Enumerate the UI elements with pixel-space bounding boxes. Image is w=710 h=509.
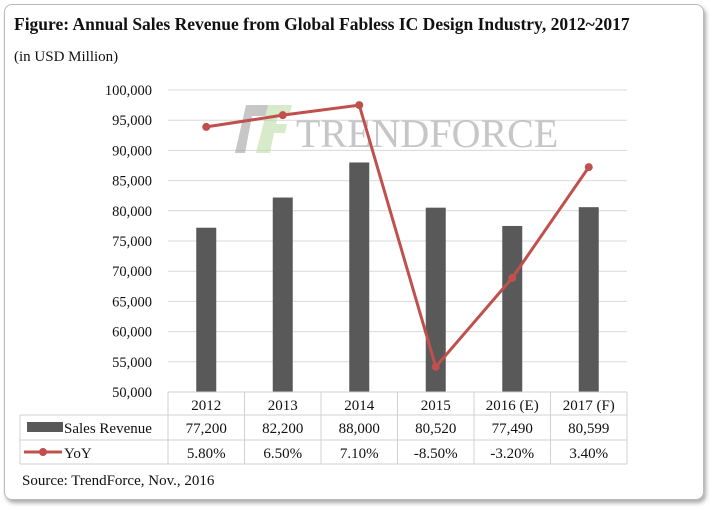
y-tick-label: 55,000: [112, 355, 152, 371]
yoy-point-2012: [202, 122, 211, 131]
yoy-point-2017 (F): [584, 163, 593, 172]
y-tick-label: 70,000: [112, 264, 152, 280]
sales-revenue-cell: 77,490: [492, 421, 533, 437]
yoy-cell: -3.20%: [490, 446, 534, 462]
x-category-label: 2015: [421, 398, 451, 414]
chart-title: Figure: Annual Sales Revenue from Global…: [14, 14, 630, 34]
bar-2013: [272, 197, 293, 392]
yoy-cell: -8.50%: [414, 446, 458, 462]
sales-revenue-cell: 77,200: [186, 421, 227, 437]
yoy-cell: 7.10%: [340, 446, 379, 462]
sales-revenue-cell: 82,200: [262, 421, 303, 437]
bar-2014: [349, 162, 370, 392]
yoy-point-2014: [355, 101, 364, 110]
sales-revenue-cell: 80,520: [415, 421, 456, 437]
x-category-label: 2012: [191, 398, 221, 414]
bar-2012: [196, 227, 217, 392]
y-tick-label: 100,000: [105, 83, 152, 99]
sales-revenue-cell: 88,000: [339, 421, 380, 437]
svg-text:TRENDFORCE: TRENDFORCE: [296, 111, 558, 156]
yoy-point-2013: [278, 111, 287, 120]
yoy-point-2016 (E): [508, 273, 517, 282]
y-tick-label: 65,000: [112, 294, 152, 310]
x-category-label: 2013: [268, 398, 298, 414]
yoy-point-2015: [431, 362, 440, 371]
yoy-legend-marker: [39, 448, 47, 456]
x-category-label: 2014: [344, 398, 375, 414]
sales-revenue-legend-key: [27, 422, 63, 432]
yoy-line: [206, 103, 590, 370]
y-tick-label: 90,000: [112, 143, 152, 159]
yoy-cell: 6.50%: [263, 446, 302, 462]
unit-label: (in USD Million): [14, 49, 119, 65]
bar-2016 (E): [502, 225, 523, 392]
x-category-label: 2016 (E): [486, 398, 539, 414]
sales-revenue-cell: 80,599: [568, 421, 609, 437]
source-note: Source: TrendForce, Nov., 2016: [22, 473, 215, 489]
y-tick-label: 75,000: [112, 234, 152, 250]
yoy-cell: 3.40%: [569, 446, 608, 462]
y-tick-label: 50,000: [112, 385, 152, 401]
bar-2017 (F): [578, 207, 599, 392]
x-category-label: 2017 (F): [563, 398, 615, 414]
yoy-cell: 5.80%: [187, 446, 226, 462]
y-tick-label: 85,000: [112, 174, 152, 190]
sales-revenue-legend-label: Sales Revenue: [64, 421, 152, 437]
y-tick-label: 80,000: [112, 204, 152, 220]
y-tick-label: 60,000: [112, 325, 152, 341]
yoy-legend-label: YoY: [64, 446, 92, 462]
y-tick-label: 95,000: [112, 113, 152, 129]
